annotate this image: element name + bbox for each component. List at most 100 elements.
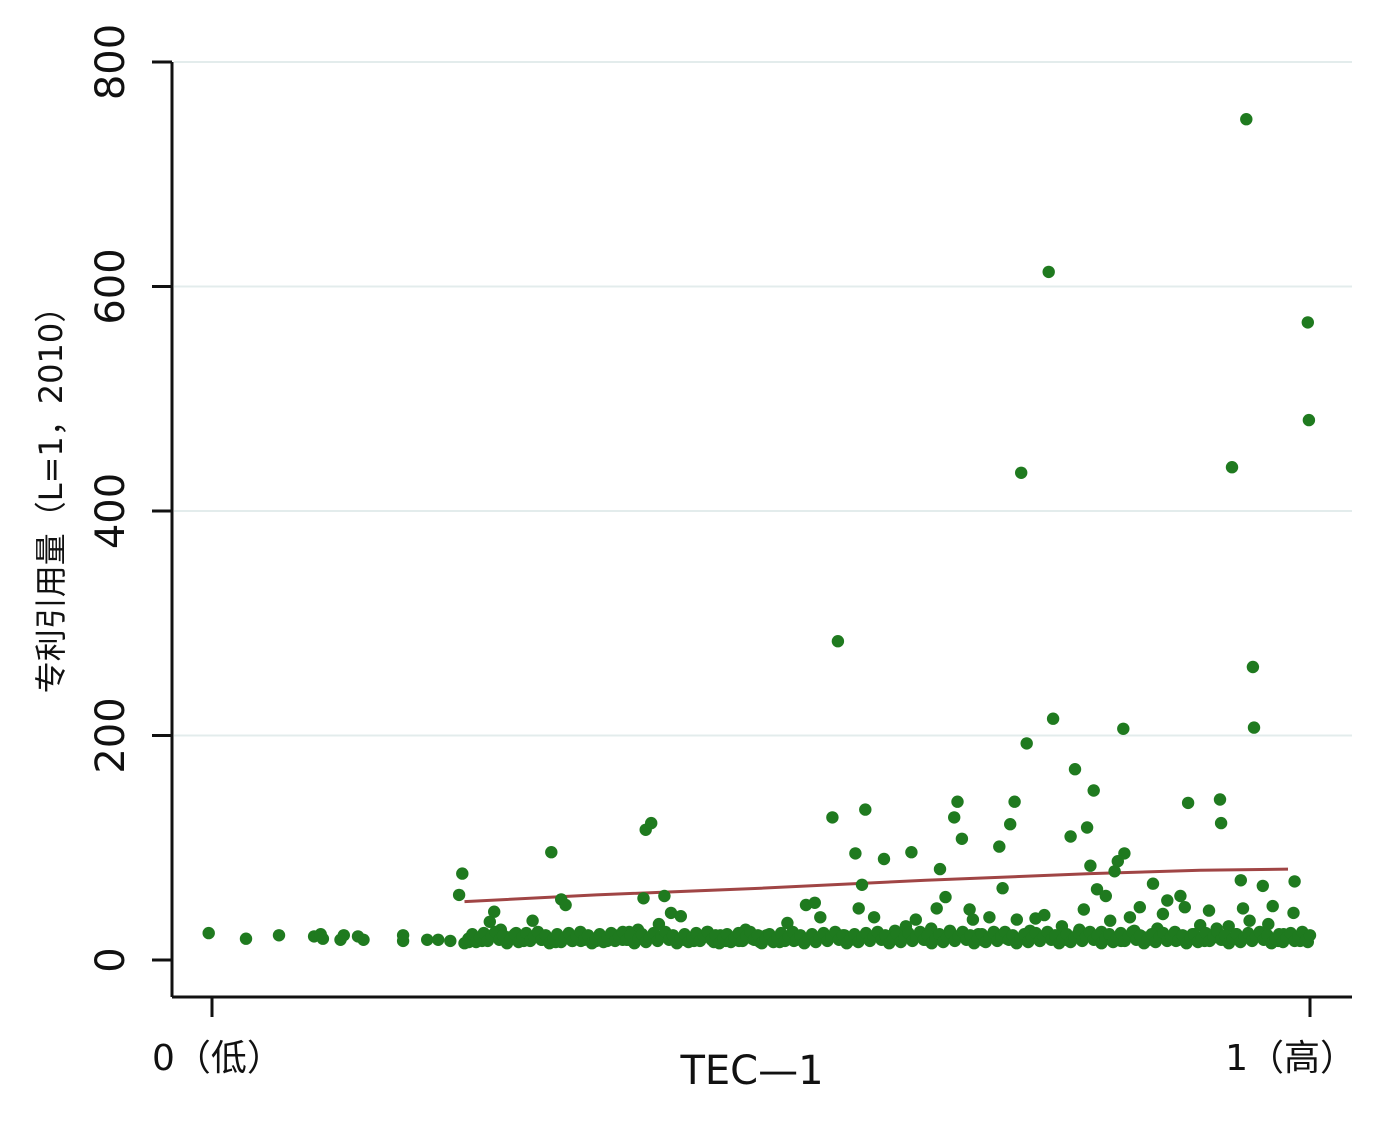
- data-point-137: [1099, 889, 1113, 903]
- data-point-93: [909, 913, 922, 926]
- data-point-165: [1213, 793, 1227, 806]
- data-point-124: [1046, 712, 1060, 725]
- data-point-85: [867, 911, 881, 924]
- data-point-132: [1080, 821, 1094, 834]
- fit-line: [464, 867, 1289, 904]
- data-point-174: [1243, 914, 1256, 927]
- gridlines: [174, 61, 1352, 737]
- data-point-111: [993, 840, 1006, 853]
- y-axis-title: 专利引用量（L=1，2010）: [32, 291, 70, 693]
- x-tick-labels: 0（低） 1（高）: [152, 1038, 1356, 1079]
- data-point-188: [1302, 413, 1316, 427]
- data-point-146: [1133, 901, 1147, 914]
- data-point-138: [1104, 914, 1117, 927]
- data-point-97: [930, 902, 943, 915]
- data-point-80: [849, 847, 862, 860]
- data-point-14: [444, 934, 457, 948]
- data-point-16: [456, 867, 469, 880]
- data-point-69: [781, 916, 794, 930]
- data-point-144: [1123, 911, 1137, 924]
- data-point-47: [637, 892, 650, 905]
- y-tick-label-400: 400: [88, 473, 134, 549]
- data-point-51: [664, 906, 678, 920]
- data-point-115: [1008, 795, 1021, 808]
- data-point-12: [421, 933, 434, 946]
- data-point-152: [1161, 894, 1174, 907]
- data-point-0: [202, 926, 215, 940]
- data-point-46: [645, 816, 658, 830]
- data-point-77: [831, 635, 845, 648]
- data-point-76: [826, 811, 839, 824]
- data-point-157: [1181, 796, 1195, 810]
- data-point-131: [1077, 903, 1091, 916]
- data-point-21: [483, 915, 496, 928]
- data-point-9: [357, 933, 370, 946]
- data-point-87: [877, 852, 891, 866]
- data-point-2: [272, 929, 286, 942]
- data-point-134: [1087, 784, 1100, 797]
- data-point-171: [1234, 874, 1248, 887]
- data-point-83: [859, 803, 872, 816]
- data-point-34: [559, 898, 572, 912]
- fit-line-layer: [464, 867, 1289, 904]
- data-point-105: [963, 903, 976, 916]
- data-point-169: [1225, 461, 1239, 474]
- data-point-185: [1288, 875, 1301, 888]
- data-points: [202, 113, 1317, 950]
- data-point-22: [488, 905, 501, 918]
- data-point-5: [316, 932, 330, 945]
- data-point-143: [1117, 722, 1130, 735]
- y-tick-label-800: 800: [88, 24, 134, 100]
- data-point-103: [955, 832, 969, 845]
- axes: [152, 60, 1352, 1017]
- data-point-106: [966, 913, 980, 926]
- data-point-142: [1118, 847, 1131, 860]
- data-point-13: [432, 933, 445, 946]
- data-point-11: [396, 929, 410, 942]
- data-point-118: [1020, 737, 1033, 750]
- data-point-112: [996, 882, 1009, 895]
- data-point-123: [1042, 265, 1055, 279]
- data-point-53: [674, 910, 687, 923]
- data-point-82: [855, 878, 869, 891]
- data-point-73: [808, 896, 821, 909]
- data-point-179: [1262, 917, 1275, 931]
- data-point-172: [1236, 902, 1250, 915]
- data-point-184: [1287, 906, 1300, 920]
- data-point-151: [1156, 907, 1170, 921]
- data-point-99: [939, 890, 952, 904]
- data-point-187: [1301, 316, 1315, 329]
- data-point-180: [1266, 899, 1279, 913]
- data-point-175: [1246, 660, 1260, 674]
- data-point-98: [933, 862, 947, 876]
- y-tick-label-200: 200: [88, 697, 134, 773]
- data-point-114: [1004, 818, 1017, 831]
- data-point-128: [1064, 830, 1077, 843]
- data-point-178: [1256, 879, 1270, 893]
- data-point-81: [852, 902, 865, 915]
- x-tick-label-0: 0（低）: [152, 1038, 283, 1079]
- data-point-122: [1038, 908, 1051, 922]
- data-point-74: [814, 911, 827, 924]
- x-tick-label-1: 1（高）: [1225, 1038, 1356, 1079]
- data-point-7: [337, 929, 350, 942]
- data-point-31: [545, 846, 558, 859]
- data-point-116: [1010, 913, 1023, 926]
- baseline-point-219: [1303, 929, 1317, 942]
- data-point-156: [1178, 901, 1192, 914]
- data-point-133: [1084, 859, 1097, 872]
- data-point-149: [1146, 877, 1160, 890]
- data-point-139: [1108, 865, 1121, 878]
- data-point-135: [1090, 883, 1104, 896]
- data-point-176: [1247, 721, 1261, 734]
- data-point-173: [1240, 113, 1253, 126]
- data-point-102: [951, 795, 964, 808]
- y-tick-label-0: 0: [88, 947, 134, 972]
- data-point-92: [905, 846, 918, 859]
- data-point-166: [1214, 816, 1228, 830]
- data-point-117: [1015, 466, 1028, 479]
- data-point-1: [239, 932, 253, 945]
- data-point-162: [1202, 904, 1216, 917]
- data-point-50: [658, 889, 671, 903]
